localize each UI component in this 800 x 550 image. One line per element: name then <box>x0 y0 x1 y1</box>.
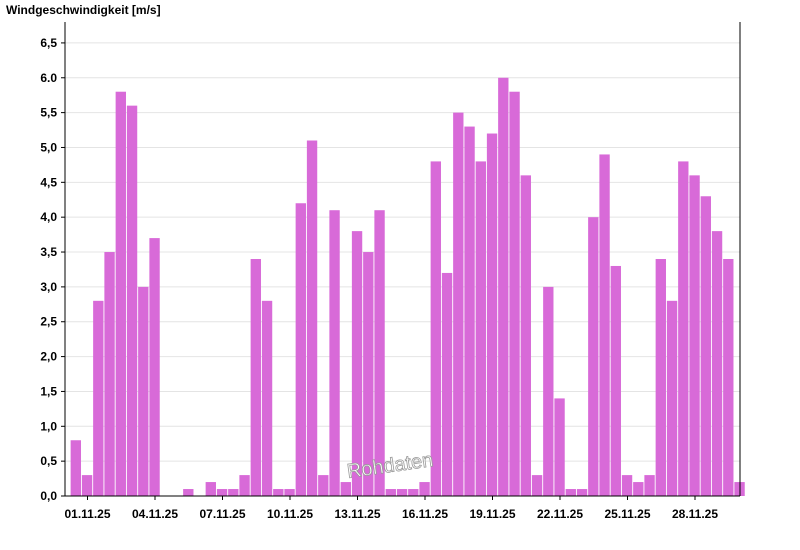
wind-bar <box>93 300 104 496</box>
y-tick-label: 3,5 <box>40 245 57 259</box>
wind-bar <box>273 489 284 496</box>
x-tick-label: 16.11.25 <box>402 507 448 521</box>
grid-lines <box>65 42 740 462</box>
wind-bar <box>340 482 351 496</box>
wind-bar <box>531 475 543 496</box>
y-axis-label: Windgeschwindigkeit [m/s] <box>6 3 161 17</box>
wind-bar <box>520 175 531 496</box>
x-tick-label: 28.11.25 <box>672 507 718 521</box>
wind-bar <box>498 77 509 496</box>
y-tick-label: 4,0 <box>40 210 57 224</box>
wind-bar <box>554 398 565 496</box>
wind-bar <box>351 231 363 496</box>
wind-bar <box>700 196 711 496</box>
wind-bar <box>284 489 295 496</box>
x-tick-label: 07.11.25 <box>199 507 245 521</box>
wind-bar <box>610 265 621 496</box>
wind-bar <box>138 286 149 496</box>
wind-bar <box>408 489 419 496</box>
wind-bar <box>486 133 498 496</box>
wind-bar <box>216 489 228 496</box>
wind-bar <box>419 482 430 496</box>
wind-bar <box>261 300 273 496</box>
y-tick-label: 3,0 <box>40 280 57 294</box>
wind-bar <box>430 161 441 496</box>
wind-bar <box>666 300 678 496</box>
wind-bars <box>70 77 745 497</box>
wind-bar <box>70 440 81 496</box>
wind-bar <box>205 482 216 496</box>
x-tick-label: 01.11.25 <box>64 507 110 521</box>
x-tick-label: 25.11.25 <box>604 507 650 521</box>
x-axis-ticks: 01.11.25 04.11.25 07.11.25 10.11.25 13.11.25… <box>64 496 718 521</box>
y-tick-label: 4,5 <box>40 175 57 189</box>
y-tick-label: 6.0 <box>40 71 57 85</box>
wind-bar <box>239 475 250 496</box>
wind-bar <box>104 252 115 496</box>
wind-bar <box>509 91 520 497</box>
y-tick-label: 2,0 <box>40 350 57 364</box>
wind-bar <box>295 203 306 497</box>
wind-bar <box>576 489 588 496</box>
wind-bar <box>115 91 126 497</box>
y-tick-label: 1,0 <box>40 419 57 433</box>
wind-bar <box>453 112 464 497</box>
y-axis-ticks: 0,0 0,5 1,0 1,5 2,0 2,5 3,0 3,5 4,0 4,5 5,0 5,5 6.0 6… <box>40 36 65 503</box>
wind-bar <box>599 154 610 496</box>
wind-bar <box>183 489 194 496</box>
x-tick-label: 10.11.25 <box>267 507 313 521</box>
wind-bar <box>588 217 599 496</box>
wind-bar <box>565 489 576 496</box>
y-tick-label: 5,0 <box>40 140 57 154</box>
wind-bar <box>723 259 734 496</box>
wind-bar <box>396 489 408 496</box>
wind-bar <box>464 126 475 496</box>
wind-bar <box>385 489 396 496</box>
x-tick-label: 19.11.25 <box>469 507 515 521</box>
y-tick-label: 6,5 <box>40 36 57 50</box>
wind-bar <box>329 210 340 496</box>
wind-bar <box>374 210 385 496</box>
wind-bar <box>644 475 655 496</box>
y-tick-label: 5,5 <box>40 106 57 120</box>
wind-bar <box>126 105 138 497</box>
y-tick-label: 1,5 <box>40 384 57 398</box>
wind-bar <box>149 238 160 496</box>
wind-bar <box>711 231 723 496</box>
wind-bar <box>363 252 374 496</box>
wind-bar <box>689 175 700 496</box>
wind-bar <box>318 475 329 496</box>
wind-bar <box>475 161 486 496</box>
wind-bar <box>81 475 93 496</box>
y-tick-label: 0,0 <box>40 489 57 503</box>
wind-bar <box>441 272 453 496</box>
x-tick-label: 13.11.25 <box>334 507 380 521</box>
x-tick-label: 04.11.25 <box>132 507 178 521</box>
wind-bar <box>306 140 318 496</box>
x-tick-label: 22.11.25 <box>537 507 583 521</box>
wind-bar <box>655 259 666 496</box>
wind-bar <box>621 475 633 496</box>
y-tick-label: 0,5 <box>40 454 57 468</box>
wind-bar <box>678 161 689 496</box>
wind-bar <box>543 286 554 496</box>
wind-bar <box>228 489 239 496</box>
y-tick-label: 2,5 <box>40 315 57 329</box>
wind-bar <box>250 259 261 496</box>
wind-bar <box>633 482 644 496</box>
